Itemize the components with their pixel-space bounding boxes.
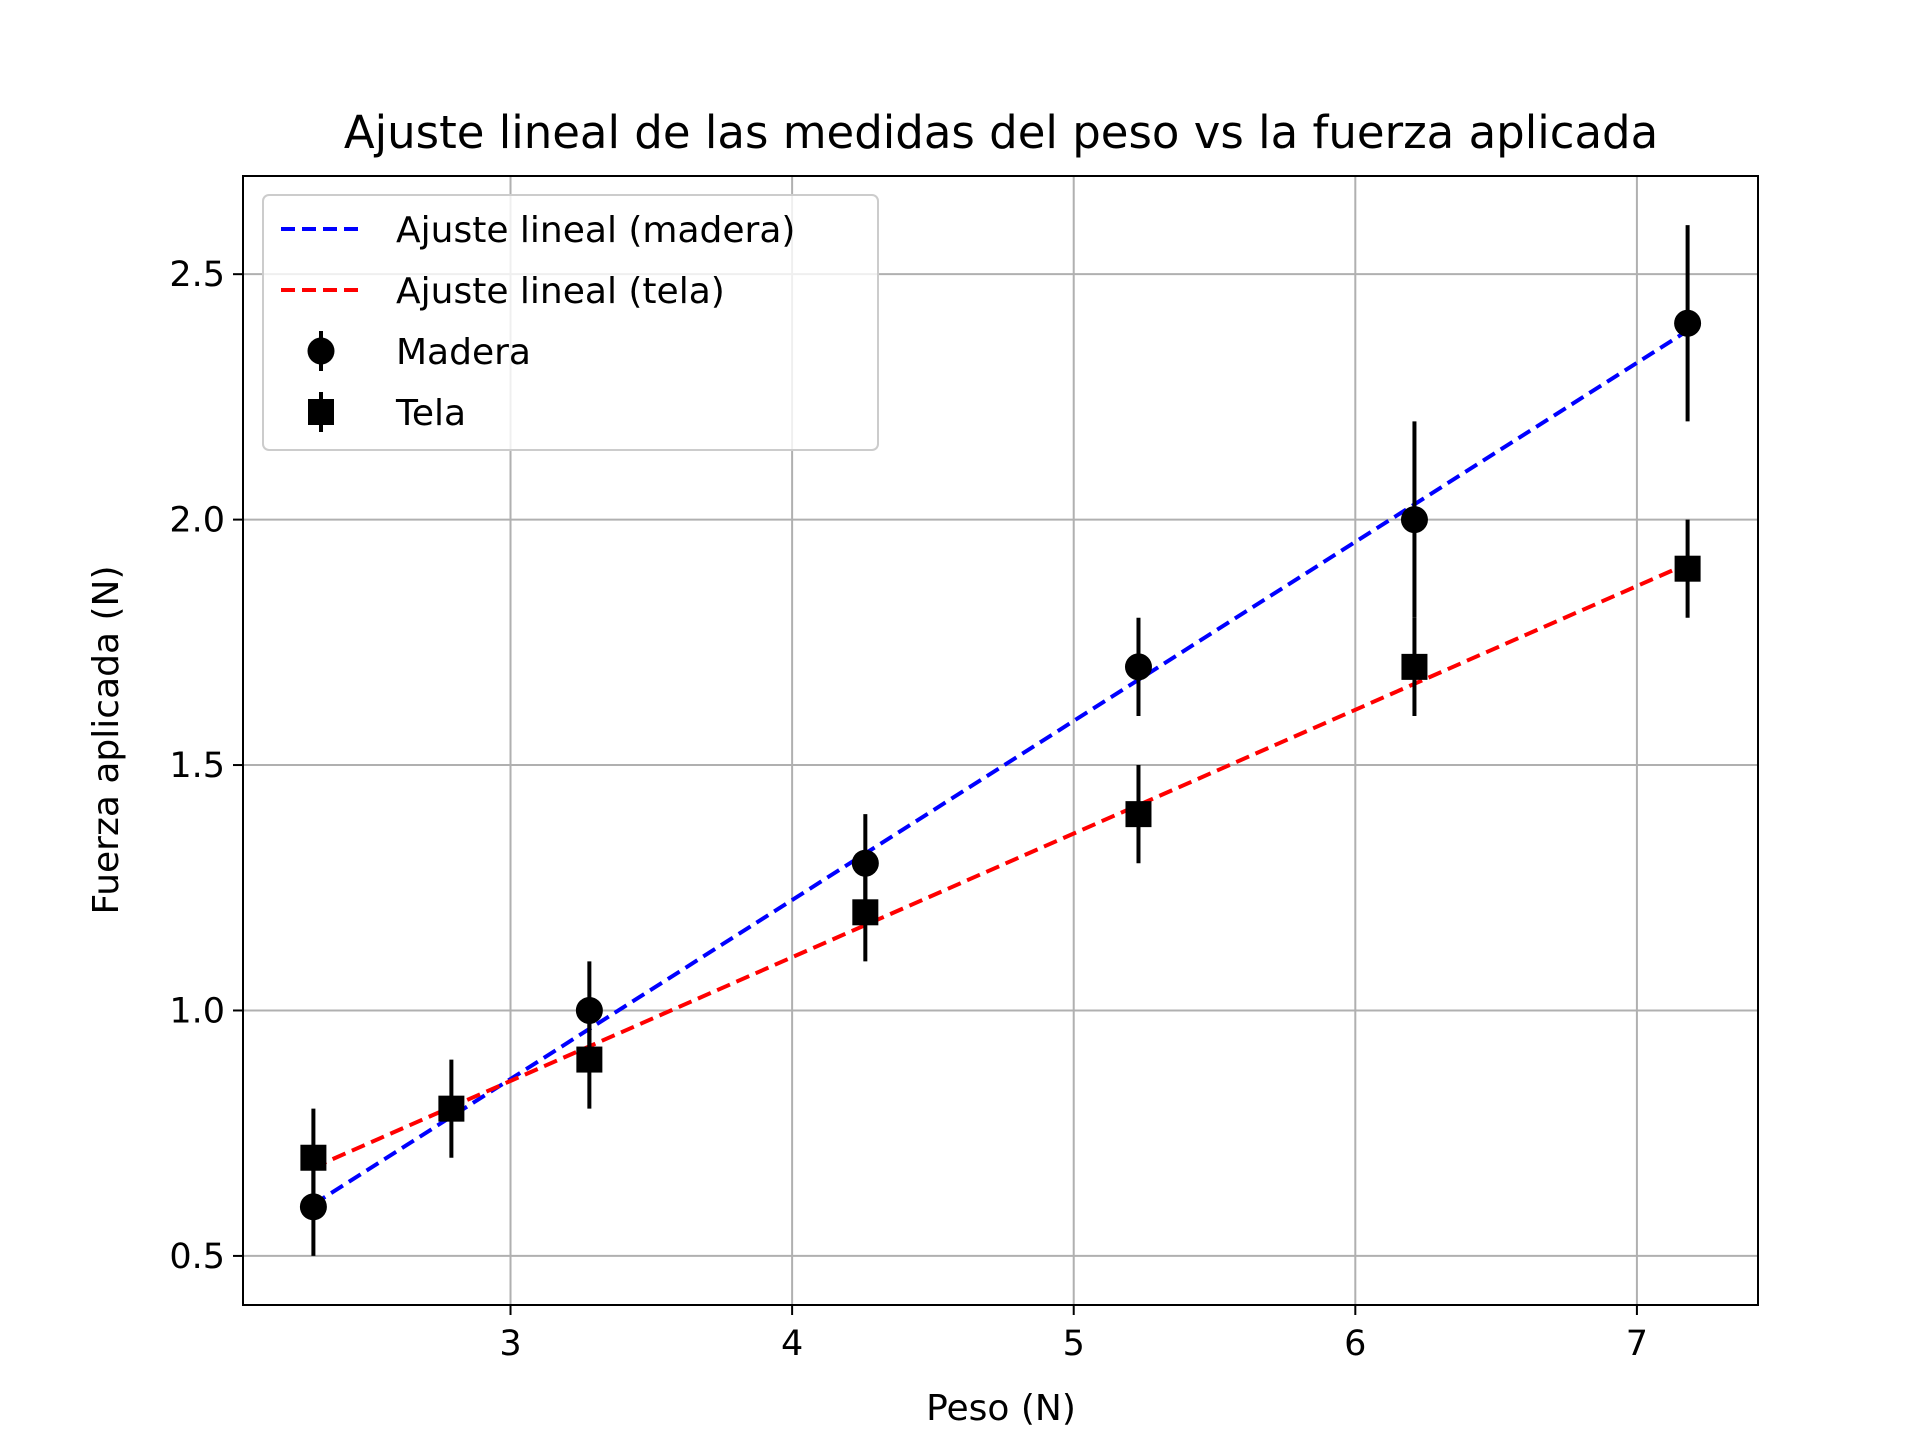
legend-label-ajuste-lineal-madera: Ajuste lineal (madera) bbox=[396, 210, 795, 251]
plot-frame bbox=[242, 175, 1759, 1306]
fit-line-ajuste-lineal-tela bbox=[312, 561, 1689, 1170]
legend-label-tela: Tela bbox=[395, 393, 466, 434]
y-tick-label: 1.0 bbox=[169, 991, 225, 1031]
data-point-tela bbox=[1125, 801, 1152, 828]
x-tick-label: 7 bbox=[1626, 1324, 1648, 1364]
chart-title: Ajuste lineal de las medidas del peso vs… bbox=[344, 106, 1658, 159]
legend-marker-madera bbox=[307, 337, 335, 365]
y-tick-label: 1.5 bbox=[169, 746, 225, 786]
y-tick-label: 2.5 bbox=[169, 255, 225, 295]
y-tick-label: 0.5 bbox=[169, 1237, 225, 1277]
x-tick-label: 5 bbox=[1063, 1324, 1085, 1364]
data-point-madera bbox=[1124, 653, 1152, 681]
fit-line-ajuste-lineal-madera bbox=[312, 328, 1689, 1207]
x-tick-label: 3 bbox=[499, 1324, 521, 1364]
data-points bbox=[299, 225, 1702, 1256]
fit-lines bbox=[312, 328, 1689, 1207]
data-point-madera bbox=[1400, 506, 1428, 534]
legend: Ajuste lineal (madera) Ajuste lineal (tel… bbox=[262, 194, 879, 451]
x-axis-ticks: 3 4 5 6 7 bbox=[499, 1305, 1648, 1364]
y-axis-ticks: 0.5 1.0 1.5 2.0 2.5 bbox=[169, 255, 243, 1277]
y-tick-label: 2.0 bbox=[169, 501, 225, 541]
data-point-tela bbox=[1401, 653, 1428, 680]
data-point-tela bbox=[300, 1144, 327, 1171]
data-point-tela bbox=[1674, 555, 1701, 582]
data-point-tela bbox=[576, 1046, 603, 1073]
x-tick-label: 4 bbox=[781, 1324, 803, 1364]
legend-label-ajuste-lineal-tela: Ajuste lineal (tela) bbox=[396, 271, 725, 312]
x-tick-label: 6 bbox=[1344, 1324, 1366, 1364]
grid bbox=[243, 176, 1758, 1305]
x-axis-label: Peso (N) bbox=[926, 1388, 1076, 1429]
legend-box bbox=[262, 194, 879, 451]
y-axis-label: Fuerza aplicada (N) bbox=[86, 565, 127, 914]
data-point-tela bbox=[438, 1095, 465, 1122]
legend-label-madera: Madera bbox=[396, 332, 531, 373]
data-point-madera bbox=[1674, 309, 1702, 337]
data-point-tela bbox=[852, 899, 879, 926]
legend-marker-tela bbox=[308, 399, 334, 425]
